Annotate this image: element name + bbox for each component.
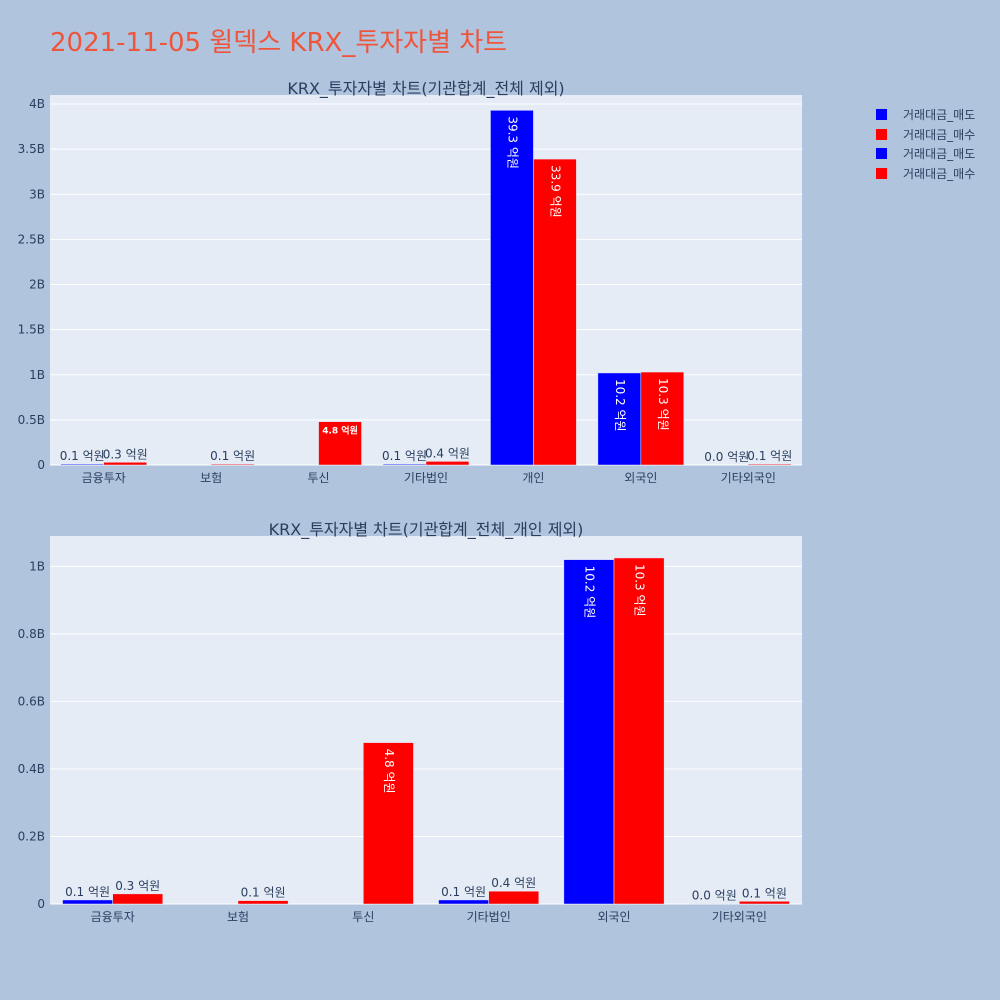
- data-label: 0.4 억원: [425, 446, 470, 460]
- plot-area: [50, 95, 802, 465]
- bar: [640, 371, 685, 466]
- bar: [563, 559, 615, 905]
- bar: [597, 372, 642, 466]
- legend-swatch: [876, 148, 887, 160]
- y-tick-label: 2B: [29, 278, 45, 292]
- data-label: 0.0 억원: [692, 889, 737, 903]
- data-label: 0.1 억원: [60, 449, 105, 463]
- x-tick-label: 금융투자: [82, 471, 126, 485]
- y-tick-label: 0.6B: [18, 694, 45, 708]
- bar: [425, 461, 470, 466]
- bar: [382, 463, 427, 466]
- bar: [237, 900, 289, 905]
- y-tick-label: 0.5B: [18, 413, 45, 427]
- chart-title: KRX_투자자별 차트(기관합계_전체_개인 제외): [269, 520, 584, 540]
- data-label: 10.3 억원: [633, 564, 647, 617]
- data-label: 0.1 억원: [382, 449, 427, 463]
- data-label: 0.1 억원: [747, 449, 792, 463]
- bar: [739, 901, 790, 905]
- y-tick-label: 0: [37, 458, 45, 472]
- data-label: 0.3 억원: [103, 447, 148, 461]
- data-label: 10.3 억원: [656, 378, 670, 431]
- data-label: 0.1 억원: [210, 449, 255, 463]
- data-label: 10.2 억원: [582, 566, 596, 619]
- plot-area: [50, 536, 802, 904]
- y-tick-label: 2.5B: [18, 232, 45, 246]
- legend-label: 거래대금_매도: [903, 108, 976, 123]
- bar: [112, 893, 164, 905]
- bar: [60, 463, 104, 466]
- legend-label: 거래대금_매수: [903, 166, 976, 181]
- bar: [438, 899, 489, 905]
- page-title: 2021-11-05 윌덱스 KRX_투자자별 차트: [50, 28, 508, 58]
- data-label: 4.8 억원: [382, 749, 396, 794]
- x-tick-label: 개인: [522, 471, 544, 485]
- y-tick-label: 3B: [29, 187, 45, 201]
- data-label: 39.3 억원: [505, 116, 519, 169]
- y-tick-label: 1B: [29, 368, 45, 382]
- data-label: 0.0 억원: [704, 450, 749, 464]
- bar: [533, 158, 577, 466]
- legend-label: 거래대금_매도: [903, 147, 976, 162]
- y-tick-label: 0.8B: [18, 627, 45, 641]
- bar: [210, 463, 255, 466]
- y-tick-label: 0.4B: [18, 762, 45, 776]
- x-tick-label: 외국인: [624, 471, 657, 485]
- data-label: 0.1 억원: [441, 885, 486, 899]
- x-tick-label: 기타법인: [404, 471, 448, 485]
- bar: [103, 462, 147, 466]
- y-tick-label: 1.5B: [18, 323, 45, 337]
- bar: [363, 742, 414, 905]
- x-tick-label: 금융투자: [91, 910, 135, 924]
- legend-item[interactable]: 거래대금_매도: [876, 105, 996, 125]
- y-tick-label: 3.5B: [18, 142, 45, 156]
- bar: [748, 463, 792, 466]
- legend-swatch: [876, 128, 887, 140]
- x-tick-label: 보험: [200, 471, 222, 485]
- data-label: 0.1 억원: [65, 885, 110, 899]
- data-label: 0.1 억원: [742, 886, 787, 900]
- legend-item[interactable]: 거래대금_매도: [876, 144, 996, 164]
- chart-title: KRX_투자자별 차트(기관합계_전체 제외): [287, 79, 564, 99]
- y-tick-label: 0.2B: [18, 829, 45, 843]
- bar: [490, 110, 534, 466]
- bar: [613, 557, 665, 905]
- y-tick-label: 4B: [29, 97, 45, 111]
- x-tick-label: 기타법인: [467, 910, 511, 924]
- y-tick-label: 0: [37, 897, 45, 911]
- x-tick-label: 보험: [227, 910, 249, 924]
- data-label: 10.2 억원: [613, 379, 627, 432]
- x-tick-label: 투신: [352, 910, 374, 924]
- x-tick-label: 기타외국인: [721, 471, 776, 485]
- legend-item[interactable]: 거래대금_매수: [876, 164, 996, 184]
- data-label: 4.8 억원: [322, 425, 358, 437]
- legend-swatch: [876, 167, 887, 179]
- x-tick-label: 투신: [308, 471, 330, 485]
- data-label: 0.1 억원: [241, 886, 286, 900]
- data-label: 33.9 억원: [548, 165, 562, 218]
- bar: [318, 421, 362, 466]
- x-tick-label: 기타외국인: [712, 910, 767, 924]
- bar: [488, 890, 540, 905]
- y-tick-label: 1B: [29, 559, 45, 573]
- bar: [62, 899, 113, 905]
- data-label: 0.3 억원: [115, 879, 160, 893]
- legend-item[interactable]: 거래대금_매수: [876, 125, 996, 145]
- legend-label: 거래대금_매수: [903, 127, 976, 142]
- x-tick-label: 외국인: [597, 910, 630, 924]
- legend: 거래대금_매도 거래대금_매수 거래대금_매도 거래대금_매수: [876, 105, 996, 183]
- legend-swatch: [876, 109, 887, 121]
- data-label: 0.4 억원: [491, 876, 536, 890]
